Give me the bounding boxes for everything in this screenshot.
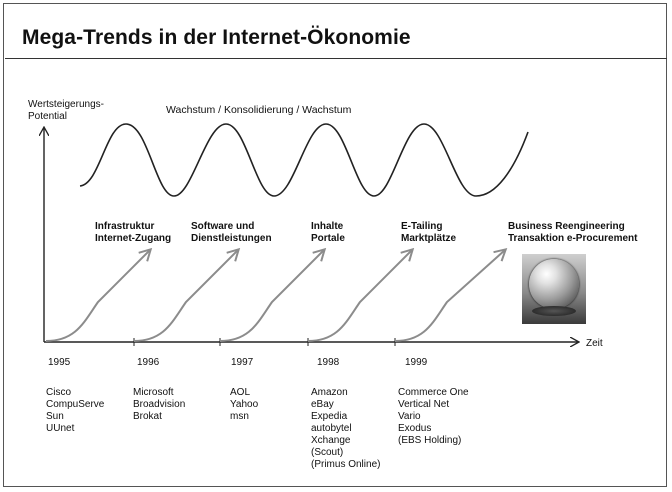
growth-wave-curve xyxy=(79,123,529,197)
stage-arrow-etailing xyxy=(307,250,412,342)
company-name: UUnet xyxy=(46,423,75,434)
company-name: (Scout) xyxy=(311,447,344,458)
y-axis-label: Wertsteigerungs- Potential xyxy=(28,99,104,122)
crystal-ball-image xyxy=(522,254,586,324)
company-list-1995: Cisco CompuServe Sun UUnet xyxy=(46,387,104,435)
company-name: Amazon xyxy=(311,387,348,398)
company-name: (Primus Online) xyxy=(311,459,381,470)
slide-frame xyxy=(3,3,667,487)
year-label: 1995 xyxy=(48,357,71,368)
stage-arrow-software xyxy=(133,250,238,342)
page-title: Mega-Trends in der Internet-Ökonomie xyxy=(22,26,411,49)
company-name: eBay xyxy=(311,399,334,410)
company-name: Sun xyxy=(46,411,64,422)
stage-label-business: Business Reengineering Transaktion e-Proc… xyxy=(508,221,638,244)
stage-label-software: Software und Dienstleistungen xyxy=(191,221,272,244)
company-list-1996: Microsoft Broadvision Brokat xyxy=(133,387,185,423)
stage-label-infrastruktur: Infrastruktur Internet-Zugang xyxy=(95,221,172,244)
stage-label-etailing: E-Tailing Marktplätze xyxy=(401,221,457,244)
stage-label-inhalte: Inhalte Portale xyxy=(311,221,345,244)
wave-label: Wachstum / Konsolidierung / Wachstum xyxy=(166,104,352,116)
company-name: Cisco xyxy=(46,387,72,398)
company-name: CompuServe xyxy=(46,399,105,410)
company-name: Commerce One xyxy=(398,387,469,398)
year-label: 1996 xyxy=(137,357,160,368)
stage-arrow-inhalte xyxy=(219,250,324,342)
company-name: AOL xyxy=(230,387,251,398)
company-name: Vertical Net xyxy=(398,399,450,410)
company-name: Microsoft xyxy=(133,387,174,398)
stage-arrow-business xyxy=(394,250,505,342)
company-name: Xchange xyxy=(311,435,351,446)
company-list-1997: AOL Yahoo msn xyxy=(230,387,258,423)
x-axis-label: Zeit xyxy=(586,338,603,349)
company-list-1998: Amazon eBay Expedia autobytel Xchange (S… xyxy=(311,387,380,471)
year-label: 1999 xyxy=(405,357,428,368)
company-name: Expedia xyxy=(311,411,348,422)
company-name: Broadvision xyxy=(133,399,186,410)
company-name: autobytel xyxy=(311,423,352,434)
company-name: msn xyxy=(230,411,249,422)
company-name: (EBS Holding) xyxy=(398,435,462,446)
company-name: Yahoo xyxy=(230,399,259,410)
title-divider xyxy=(5,58,667,59)
company-name: Vario xyxy=(398,411,421,422)
year-label: 1998 xyxy=(317,357,340,368)
company-list-1999: Commerce One Vertical Net Vario Exodus (… xyxy=(398,387,469,447)
stage-arrow-infrastruktur xyxy=(45,250,150,342)
company-name: Brokat xyxy=(133,411,162,422)
year-label: 1997 xyxy=(231,357,254,368)
company-name: Exodus xyxy=(398,423,432,434)
